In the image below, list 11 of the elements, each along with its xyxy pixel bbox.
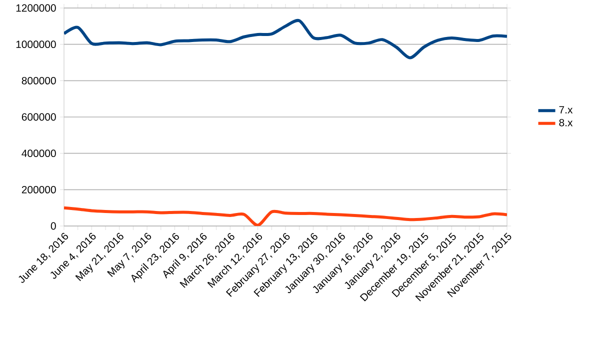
legend-label: 8.x (559, 118, 573, 126)
y-tick-label: 600000 (22, 113, 56, 121)
legend-label: 7.x (559, 106, 573, 114)
line-series (64, 18, 508, 60)
y-tick-label: 400000 (22, 150, 56, 158)
y-tick-label: 800000 (22, 76, 56, 84)
y-tick-label: 1200000 (16, 4, 56, 12)
y-tick-label: 200000 (22, 186, 56, 194)
line-series (64, 206, 508, 226)
y-tick-label: 0 (50, 222, 56, 230)
y-tick-label: 1000000 (16, 40, 56, 48)
